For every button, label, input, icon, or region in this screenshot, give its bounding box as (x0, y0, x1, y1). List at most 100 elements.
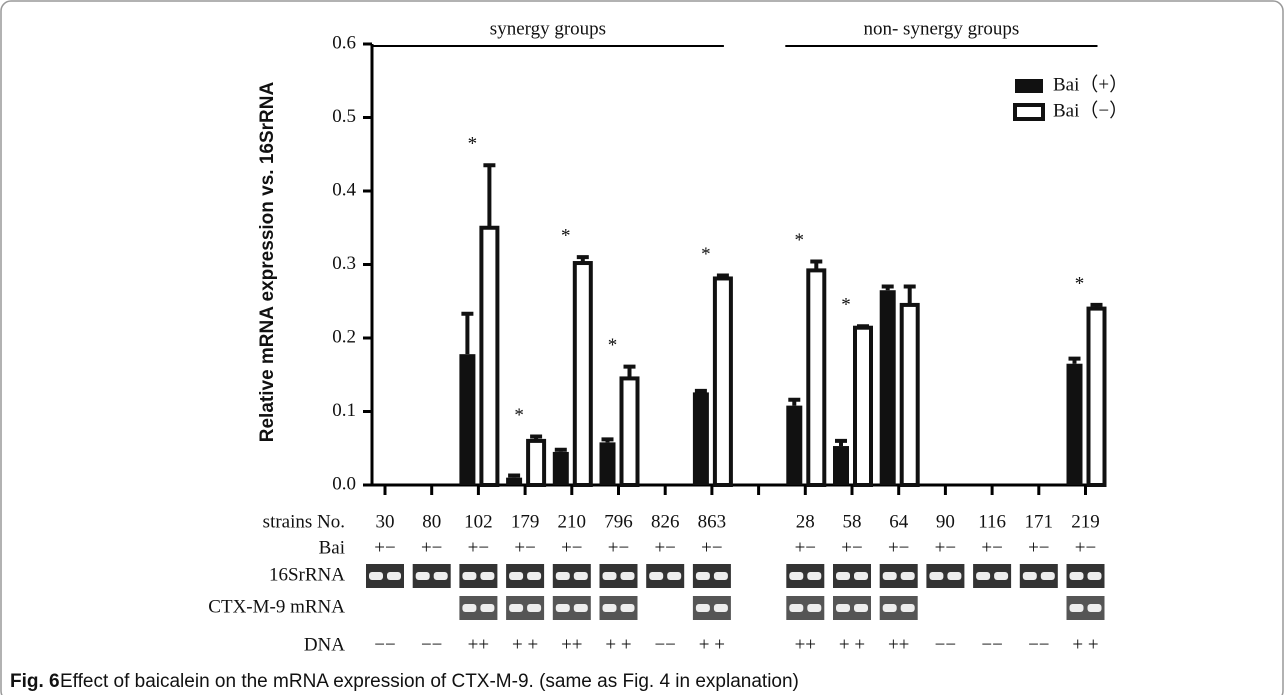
y-tick-label: 0.2 (332, 326, 356, 347)
gel-16s-band (556, 572, 570, 580)
dna-sign: −− (421, 634, 442, 655)
gel-16s-band (947, 572, 961, 580)
error-bar (555, 450, 567, 452)
gel-ctx-band (789, 604, 803, 612)
bar (622, 378, 638, 485)
gel-16s-band (387, 572, 401, 580)
gel-16s-band (854, 572, 868, 580)
gel-16s-band (883, 572, 897, 580)
legend-label: Bai（−） (1053, 99, 1128, 121)
error-bar (695, 391, 707, 392)
dna-sign: −− (1028, 634, 1049, 655)
y-tick-label: 0.3 (332, 253, 356, 274)
bai-sign: +− (795, 537, 816, 558)
y-tick-label: 0.5 (332, 106, 356, 127)
dna-sign: + + (1072, 634, 1098, 655)
gel-ctx-band (621, 604, 635, 612)
bai-sign: +− (514, 537, 535, 558)
dna-sign: ++ (561, 634, 582, 655)
x-tick-label: 90 (936, 511, 955, 532)
dna-sign: + + (512, 634, 538, 655)
y-axis-title: Relative mRNA expression vs. 16SrRNA (257, 82, 278, 443)
row-label: CTX-M-9 mRNA (208, 596, 345, 617)
dna-sign: ++ (795, 634, 816, 655)
gel-16s-band (1041, 572, 1055, 580)
gel-ctx-band (462, 604, 476, 612)
group-label: synergy groups (490, 18, 606, 39)
significance: * (1075, 273, 1085, 294)
x-tick-label: 179 (511, 511, 540, 532)
bai-sign: +− (561, 537, 582, 558)
bar (1089, 309, 1105, 485)
significance: * (701, 244, 711, 265)
bar (1067, 364, 1083, 485)
gel-ctx-band (527, 604, 541, 612)
error-bar (1069, 359, 1081, 364)
gel-16s-band (416, 572, 430, 580)
gel-16s-band (976, 572, 990, 580)
x-tick-label: 796 (604, 511, 633, 532)
dna-sign: −− (935, 634, 956, 655)
significance: * (468, 134, 478, 155)
bai-sign: +− (468, 537, 489, 558)
error-bar (857, 326, 869, 327)
gel-ctx-band (1070, 604, 1084, 612)
bar (506, 478, 522, 485)
gel-ctx-band (480, 604, 494, 612)
bai-sign: +− (981, 537, 1002, 558)
gel-16s-band (836, 572, 850, 580)
gel-ctx-band (807, 604, 821, 612)
x-tick-label: 58 (843, 511, 862, 532)
x-tick-label: 28 (796, 511, 815, 532)
error-bar (788, 400, 800, 406)
error-bar (882, 287, 894, 291)
gel-16s-band (1070, 572, 1084, 580)
bar (459, 354, 475, 485)
figure: Relative mRNA expression vs. 16SrRNA Fig… (0, 0, 1284, 695)
y-tick-label: 0.6 (332, 32, 356, 53)
gel-16s-band (667, 572, 681, 580)
bar (575, 263, 591, 485)
bar (715, 278, 731, 485)
page: {"chart_data": { "type": "bar", "ylabel"… (0, 0, 1284, 695)
x-tick-label: 826 (651, 511, 680, 532)
bar (600, 442, 616, 485)
row-label: DNA (304, 634, 345, 655)
dna-sign: + + (605, 634, 631, 655)
gel-16s-band (807, 572, 821, 580)
gel-16s-band (714, 572, 728, 580)
dna-sign: + + (839, 634, 865, 655)
bar (880, 290, 896, 485)
bai-sign: +− (888, 537, 909, 558)
gel-16s-band (369, 572, 383, 580)
bar (528, 441, 544, 485)
x-tick-label: 171 (1025, 511, 1054, 532)
gel-16s-band (434, 572, 448, 580)
row-label: 16SrRNA (269, 564, 345, 585)
gel-ctx-band (696, 604, 710, 612)
dna-sign: −− (654, 634, 675, 655)
gel-16s-band (696, 572, 710, 580)
bai-sign: +− (841, 537, 862, 558)
significance: * (514, 405, 524, 426)
significance: * (795, 230, 805, 251)
gel-16s-band (789, 572, 803, 580)
gel-16s-band (527, 572, 541, 580)
bar (808, 270, 824, 485)
dna-sign: ++ (468, 634, 489, 655)
gel-16s-band (574, 572, 588, 580)
gel-ctx-band (556, 604, 570, 612)
bai-sign: +− (1075, 537, 1096, 558)
row-label: Bai (319, 537, 345, 558)
x-tick-label: 102 (464, 511, 493, 532)
error-bar (602, 439, 614, 442)
gel-ctx-band (603, 604, 617, 612)
gel-16s-band (603, 572, 617, 580)
legend-label: Bai（+） (1053, 73, 1128, 95)
x-tick-label: 863 (698, 511, 727, 532)
gel-16s-band (462, 572, 476, 580)
gel-16s-band (509, 572, 523, 580)
significance: * (841, 295, 851, 316)
x-tick-label: 116 (978, 511, 1006, 532)
gel-16s-band (901, 572, 915, 580)
